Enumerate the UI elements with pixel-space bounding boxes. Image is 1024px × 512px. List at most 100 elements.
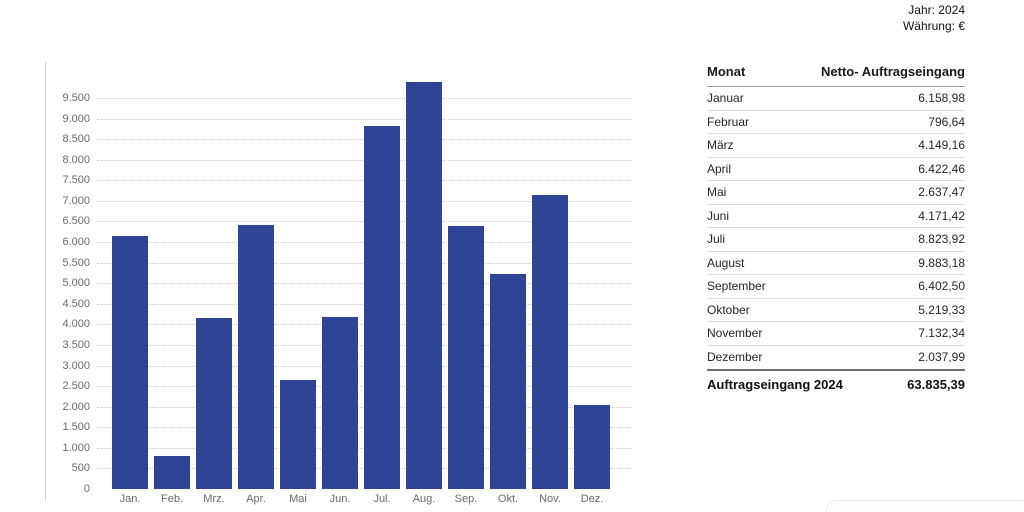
value-cell: 5.219,33 [918,302,965,317]
bar-slot [445,62,487,489]
table-row: September 6.402,50 [707,275,965,299]
y-axis-tick-label: 500 [71,462,90,475]
month-cell: Februar [707,114,750,129]
table-header-net-orders: Netto- Auftragseingang [821,64,965,79]
value-cell: 4.171,42 [918,208,965,223]
y-axis-tick-label: 1.500 [62,421,90,434]
report-meta: Jahr: 2024 Währung: € [903,2,965,34]
bar-slot [361,62,403,489]
value-cell: 2.037,99 [918,350,965,365]
bar-slot [193,62,235,489]
month-cell: Dezember [707,350,763,365]
month-cell: September [707,279,766,294]
y-axis-tick-label: 6.000 [62,236,90,249]
table-header-month: Monat [707,64,746,79]
table-row: Mai 2.637,47 [707,181,965,205]
chart-bar-mrz [196,318,232,489]
chart-bar-jul [364,125,400,489]
chart-bar-feb [154,456,190,489]
currency-label: Währung: € [902,19,965,33]
value-cell: 6.158,98 [918,91,965,106]
y-axis-tick-label: 7.500 [62,174,90,187]
table-header-row: Monat Netto- Auftragseingang [707,64,965,87]
x-axis-labels: Jan. Feb. Mrz. Apr. Mai Jun. Jul. Aug. Sep. Okt. N… [109,493,613,505]
table-row: August 9.883,18 [707,252,965,275]
table-row: März 4.149,16 [707,134,965,158]
y-axis-tick-label: 2.000 [62,400,90,413]
y-axis-tick-label: 2.500 [62,380,90,393]
y-axis-tick-label: 5.000 [62,277,90,290]
table-row: Oktober 5.219,33 [707,299,965,322]
bar-slot [235,62,277,489]
y-axis-tick-label: 9.000 [62,112,90,125]
value-cell: 2.637,47 [918,185,965,200]
bar-slot [529,62,571,489]
month-cell: Juni [707,208,730,223]
x-axis-label: Apr. [246,493,266,505]
table-row: Dezember 2.037,99 [707,346,965,370]
y-axis-tick-label: 9.500 [62,92,90,104]
table-row: April 6.422,46 [707,158,965,181]
year-label: Jahr: 2024 [908,3,965,17]
y-axis-tick-label: 3.500 [62,338,90,351]
bar-slot [487,62,529,489]
value-cell: 8.823,92 [918,232,965,247]
orders-bar-chart: 0 500 1.000 1.500 2.000 2.500 3.000 3.500 4.000 4… [45,62,631,505]
y-axis-tick-label: 4.500 [62,297,90,310]
y-axis-tick-label: 6.500 [62,215,90,228]
gridline [97,98,631,99]
table-row: Juni 4.171,42 [707,205,965,228]
gridline [97,118,631,120]
y-axis-tick-label: 7.000 [62,194,90,207]
x-axis-label: Nov. [539,493,561,505]
bar-slot [571,62,613,489]
bar-slot [319,62,361,489]
bar-slot [151,62,193,489]
table-row: Februar 796,64 [707,111,965,134]
bar-slot [403,62,445,489]
chart-bar-sep [448,225,484,489]
chart-bar-aug [406,82,442,489]
x-axis-label: Jul. [373,493,391,505]
bar-slot [109,62,151,489]
x-axis-label: Dez. [580,493,604,505]
table-row: Juli 8.823,92 [707,228,965,252]
total-value: 63.835,39 [907,377,965,392]
month-cell: November [707,326,763,341]
value-cell: 9.883,18 [918,255,965,270]
y-axis-tick-label: 1.000 [62,441,90,454]
x-axis-label: Okt. [497,493,519,505]
x-axis-label: Jun. [329,493,351,505]
chart-bar-nov [532,195,568,489]
y-axis-tick-label: 4.000 [62,318,90,331]
month-cell: März [707,138,734,153]
y-axis-tick-label: 8.000 [62,153,90,166]
bottom-right-partial-card [826,500,1024,512]
chart-bar-apr [238,224,274,489]
chart-bar-jan [112,235,148,489]
chart-bar-dez [574,405,610,489]
value-cell: 4.149,16 [918,138,965,153]
y-axis-tick-label: 8.500 [62,133,90,146]
y-axis-tick-label: 3.000 [62,359,90,372]
month-cell: Oktober [707,302,750,317]
chart-bar-okt [490,274,526,489]
y-axis-tick-label: 0 [83,483,90,495]
table-row: Januar 6.158,98 [707,87,965,111]
x-axis-label: Mrz. [203,493,225,505]
x-axis-label: Mai [289,493,307,505]
chart-bar-jun [322,317,358,489]
x-axis-label: Sep. [454,493,478,505]
month-cell: Juli [707,232,726,247]
table-row: November 7.132,34 [707,322,965,346]
value-cell: 6.402,50 [918,279,965,294]
month-cell: April [707,161,732,176]
x-axis-label: Jan. [119,493,141,505]
month-cell: Januar [707,91,744,106]
total-label: Auftragseingang 2024 [707,377,843,392]
table-total-row: Auftragseingang 2024 63.835,39 [707,369,965,392]
orders-table: Monat Netto- Auftragseingang Januar 6.158… [707,64,965,392]
value-cell: 6.422,46 [918,161,965,176]
x-axis-label: Aug. [412,493,436,505]
value-cell: 7.132,34 [918,326,965,341]
